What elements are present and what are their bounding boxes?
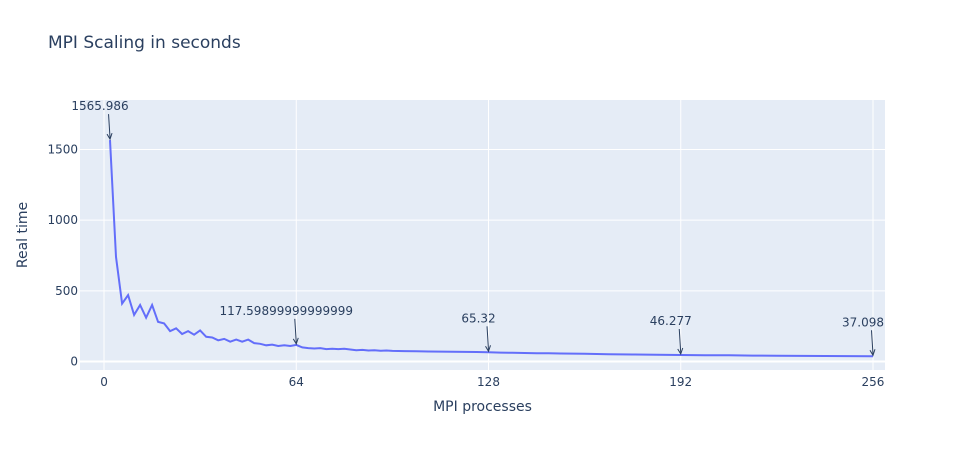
y-tick-label: 1500 — [47, 142, 78, 156]
x-axis-title: MPI processes — [433, 399, 532, 415]
annotation-label: 65.32 — [461, 311, 495, 325]
annotation-arrow — [108, 114, 111, 139]
annotation: 37.098 — [842, 315, 884, 357]
y-tick-label: 500 — [55, 284, 78, 298]
plot-background — [80, 100, 885, 370]
series-line — [109, 140, 874, 358]
chart-title: MPI Scaling in seconds — [48, 33, 241, 53]
annotation: 117.59899999999999 — [219, 304, 353, 346]
annotation: 46.277 — [650, 314, 692, 356]
annotation-arrowhead — [292, 337, 299, 346]
y-axis-title: Real time — [15, 202, 31, 268]
annotation-label: 46.277 — [650, 314, 692, 328]
annotations: 1565.986 117.59899999999999 65.32 46.277 37.… — [71, 99, 884, 357]
x-tick-label: 192 — [669, 375, 692, 389]
annotation-label: 37.098 — [842, 315, 884, 329]
annotation-arrowhead — [485, 345, 491, 353]
annotation-arrowhead — [677, 347, 684, 356]
annotation-arrowhead — [869, 349, 876, 357]
annotation-arrow — [678, 328, 682, 354]
annotation-label: 117.59899999999999 — [219, 304, 353, 318]
y-tick-label: 0 — [70, 355, 78, 369]
tick-labels: 0 64 128 192 256 0 500 1000 1500 — [47, 142, 884, 389]
y-tick-label: 1000 — [47, 213, 78, 227]
grid-lines — [80, 100, 885, 370]
x-tick-label: 128 — [477, 375, 500, 389]
x-tick-label: 256 — [862, 375, 885, 389]
x-tick-label: 64 — [289, 375, 304, 389]
x-tick-label: 0 — [100, 375, 108, 389]
annotation: 1565.986 — [71, 99, 129, 141]
annotation-arrow — [870, 330, 874, 355]
annotation-arrow — [294, 318, 297, 343]
annotation-label: 1565.986 — [71, 99, 128, 113]
annotation-arrow — [486, 326, 490, 351]
annotation: 65.32 — [461, 311, 496, 353]
annotation-arrowhead — [106, 132, 113, 141]
